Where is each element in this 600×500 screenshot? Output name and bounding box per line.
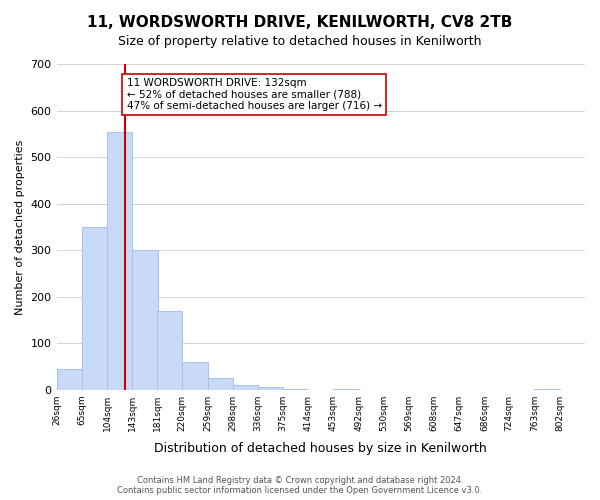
Text: Contains HM Land Registry data © Crown copyright and database right 2024.
Contai: Contains HM Land Registry data © Crown c… <box>118 476 482 495</box>
Bar <box>82 227 107 390</box>
Bar <box>107 132 133 390</box>
Text: 11, WORDSWORTH DRIVE, KENILWORTH, CV8 2TB: 11, WORDSWORTH DRIVE, KENILWORTH, CV8 2T… <box>88 15 512 30</box>
Bar <box>182 362 208 390</box>
Y-axis label: Number of detached properties: Number of detached properties <box>15 139 25 314</box>
Bar <box>133 250 158 390</box>
Bar <box>535 388 560 390</box>
Text: Size of property relative to detached houses in Kenilworth: Size of property relative to detached ho… <box>118 35 482 48</box>
Bar <box>56 368 82 390</box>
Bar <box>233 385 258 390</box>
Bar <box>157 312 182 390</box>
X-axis label: Distribution of detached houses by size in Kenilworth: Distribution of detached houses by size … <box>154 442 487 455</box>
Text: 11 WORDSWORTH DRIVE: 132sqm
← 52% of detached houses are smaller (788)
47% of se: 11 WORDSWORTH DRIVE: 132sqm ← 52% of det… <box>127 78 382 111</box>
Bar <box>283 388 308 390</box>
Bar <box>334 388 359 390</box>
Bar <box>257 388 283 390</box>
Bar <box>208 378 233 390</box>
